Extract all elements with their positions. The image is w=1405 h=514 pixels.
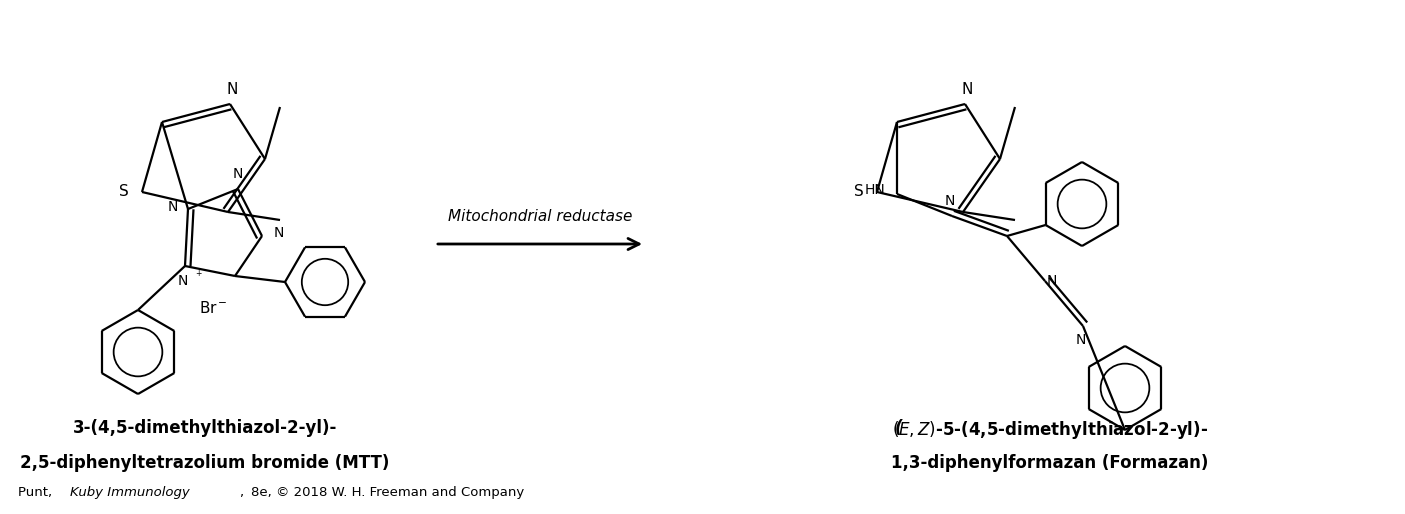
- Text: (: (: [895, 419, 906, 437]
- Text: 2,5-diphenyltetrazolium bromide (MTT): 2,5-diphenyltetrazolium bromide (MTT): [20, 454, 389, 472]
- Text: Kuby Immunology: Kuby Immunology: [70, 486, 190, 499]
- Text: Punt,: Punt,: [18, 486, 55, 499]
- Text: N: N: [178, 274, 188, 288]
- Text: 1,3-diphenylformazan (Formazan): 1,3-diphenylformazan (Formazan): [891, 454, 1208, 472]
- Text: $\mathit{(E,Z)}$-5-(4,5-dimethylthiazol-2-yl)-: $\mathit{(E,Z)}$-5-(4,5-dimethylthiazol-…: [892, 419, 1208, 441]
- Text: $^+$: $^+$: [194, 269, 204, 279]
- Text: S: S: [119, 185, 129, 199]
- Text: N: N: [944, 194, 955, 208]
- Text: N: N: [961, 83, 972, 98]
- Text: N: N: [167, 200, 178, 214]
- Text: N: N: [274, 226, 284, 240]
- Text: ,  8e, © 2018 W. H. Freeman and Company: , 8e, © 2018 W. H. Freeman and Company: [240, 486, 524, 499]
- Text: Br$^-$: Br$^-$: [198, 300, 228, 316]
- Text: HN: HN: [864, 183, 885, 197]
- Text: S: S: [854, 185, 864, 199]
- Text: N: N: [1076, 333, 1086, 347]
- Text: Mitochondrial reductase: Mitochondrial reductase: [448, 209, 632, 224]
- Text: N: N: [1047, 274, 1058, 288]
- Text: N: N: [226, 83, 237, 98]
- Text: 3-(4,5-dimethylthiazol-2-yl)-: 3-(4,5-dimethylthiazol-2-yl)-: [73, 419, 337, 437]
- Text: N: N: [233, 167, 243, 181]
